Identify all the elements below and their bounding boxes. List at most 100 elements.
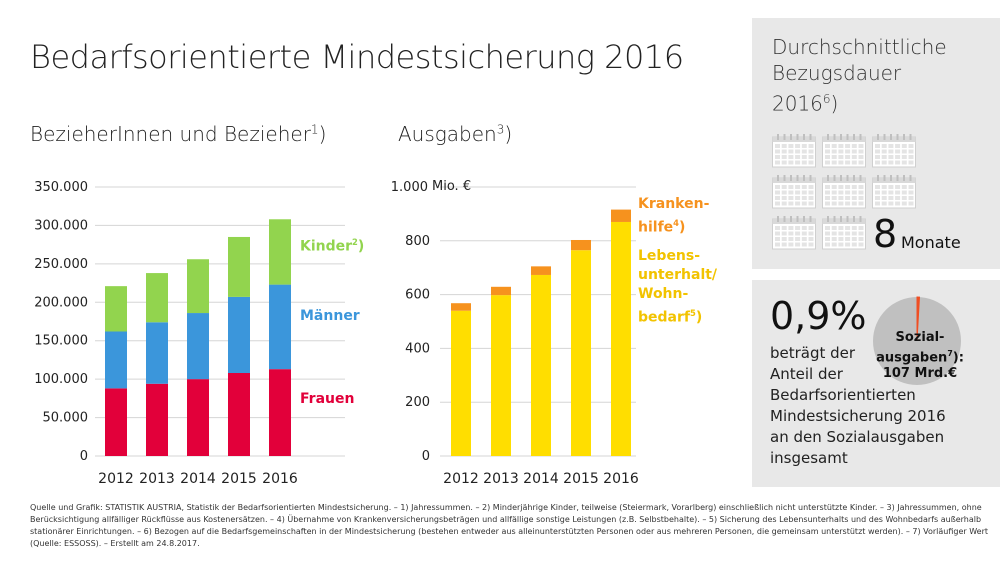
legend-lebens-text: bedarf	[638, 309, 690, 326]
bar-segment	[491, 295, 511, 456]
bar-segment	[187, 313, 209, 380]
bar-segment	[269, 219, 291, 285]
right-chart-title-text: Ausgaben	[398, 122, 497, 146]
y-tick-label: 400	[405, 341, 430, 356]
share-desc-3: Bedarfsorientierten	[770, 386, 916, 404]
months-label: Monate	[901, 233, 961, 252]
y-tick-label: 250.000	[34, 257, 88, 272]
expenditure-y-axis: 0 200 400 600 800 1.000	[391, 180, 430, 464]
legend-krankenhilfe-line2: hilfe4)	[638, 214, 709, 238]
pie-label-text: ausgaben	[876, 350, 948, 366]
legend-krankenhilfe: Kranken-hilfe4)	[638, 195, 709, 238]
x-tick-label: 2012	[443, 471, 479, 487]
recipients-chart: 0 50.000 100.000 150.000 200.000 250.000 300.0…	[34, 180, 345, 487]
pie-slice-mindestsicherung	[916, 296, 921, 342]
left-chart-title-text: BezieherInnen und Bezieher	[30, 122, 311, 146]
calendar-icon	[822, 216, 866, 250]
left-chart-title: BezieherInnen und Bezieher1)	[30, 122, 326, 146]
bar-segment	[491, 286, 511, 296]
pie-label-close: ):	[952, 350, 964, 366]
bar-segment	[105, 331, 127, 389]
bar-segment	[228, 372, 250, 456]
duration-title-line3: 20166)	[772, 86, 947, 117]
footnote-ref-1: 1	[310, 122, 319, 137]
y-tick-label: 300.000	[34, 218, 88, 233]
y-tick-label: 0	[80, 449, 88, 464]
calendar-icon	[772, 216, 816, 250]
bar-segment	[531, 266, 551, 275]
footnote-ref-3: 3	[496, 122, 505, 137]
duration-title-line1: Durchschnittliche	[772, 35, 947, 59]
footnote-ref-7: 7	[947, 349, 953, 358]
x-tick-label: 2015	[563, 471, 599, 487]
pie-label-line1: Sozial-	[895, 330, 945, 345]
y-tick-label: 350.000	[34, 180, 88, 195]
legend-lebens-line3: Wohn-	[638, 286, 689, 302]
calendar-icon	[772, 134, 816, 168]
x-tick-label: 2016	[603, 471, 639, 487]
share-desc-2: Anteil der	[770, 365, 843, 383]
x-tick-label: 2013	[139, 471, 175, 487]
y-tick-label: 600	[405, 288, 430, 303]
recipients-bars	[105, 219, 291, 456]
footnote-ref-6: 6	[822, 92, 831, 106]
recipients-y-axis: 0 50.000 100.000 150.000 200.000 250.000 300.0…	[34, 180, 88, 464]
calendar-icon	[872, 134, 916, 168]
y-tick-label: 100.000	[34, 372, 88, 387]
bar-segment	[571, 250, 591, 456]
share-desc-1: beträgt der	[770, 344, 856, 362]
bar-segment	[187, 379, 209, 456]
bar-segment	[451, 310, 471, 456]
share-desc-5: an den Sozialausgaben	[770, 428, 945, 446]
legend-kinder: Kinder2)	[300, 233, 364, 257]
bar-segment	[228, 296, 250, 373]
expenditure-bars	[451, 209, 631, 456]
bar-segment	[571, 239, 591, 251]
bar-segment	[105, 388, 127, 456]
page-title: Bedarfsorientierte Mindestsicherung 2016	[30, 38, 684, 76]
bar-segment	[269, 369, 291, 456]
right-chart-title: Ausgaben3)	[398, 122, 512, 146]
legend-maenner: Männer	[300, 308, 360, 324]
x-tick-label: 2012	[98, 471, 134, 487]
share-percent: 0,9%	[770, 294, 867, 338]
bar-segment	[146, 383, 168, 456]
legend-krankenhilfe-text: hilfe	[638, 219, 674, 236]
share-panel	[752, 280, 1000, 487]
legend-lebensunterhalt: Lebens-unterhalt/Wohn-bedarf5)	[638, 247, 717, 328]
y-tick-label: 800	[405, 234, 430, 249]
bar-segment	[269, 284, 291, 370]
y-tick-label: 50.000	[43, 411, 89, 426]
calendar-icon	[822, 134, 866, 168]
x-tick-label: 2014	[523, 471, 559, 487]
legend-krankenhilfe-line1: Kranken-	[638, 196, 710, 212]
legend-kinder-text: Kinder	[300, 238, 353, 255]
legend-kinder-close: )	[357, 238, 365, 255]
recipients-grid	[95, 186, 345, 457]
left-chart-title-close: )	[318, 122, 327, 146]
expenditure-x-axis: 2012 2013 2014 2015 2016	[443, 471, 639, 487]
share-desc-4: Mindestsicherung 2016	[770, 407, 946, 425]
share-desc-6: insgesamt	[770, 449, 848, 467]
legend-frauen: Frauen	[300, 391, 355, 407]
legend-krankenhilfe-close: )	[678, 219, 686, 236]
legend-lebens-line4: bedarf5)	[638, 304, 717, 328]
duration-title: Durchschnittliche Bezugsdauer 20166)	[772, 34, 947, 117]
x-tick-label: 2015	[221, 471, 257, 487]
footnote-ref-2: 2	[352, 237, 358, 247]
legend-lebens-line1: Lebens-	[638, 248, 701, 264]
duration-year: 2016	[772, 91, 823, 116]
bar-segment	[611, 221, 631, 456]
duration-title-line2: Bezugsdauer	[772, 61, 902, 85]
bar-segment	[531, 274, 551, 456]
right-chart-title-close: )	[504, 122, 513, 146]
y-tick-label: 200.000	[34, 295, 88, 310]
y-tick-label: 0	[422, 449, 430, 464]
unit-label: Mio. €	[432, 179, 471, 194]
calendar-icon	[872, 175, 916, 209]
y-tick-label: 200	[405, 395, 430, 410]
legend-lebens-line2: unterhalt/	[638, 267, 718, 283]
y-tick-label: 150.000	[34, 334, 88, 349]
legend-lebens-close: )	[695, 309, 703, 326]
